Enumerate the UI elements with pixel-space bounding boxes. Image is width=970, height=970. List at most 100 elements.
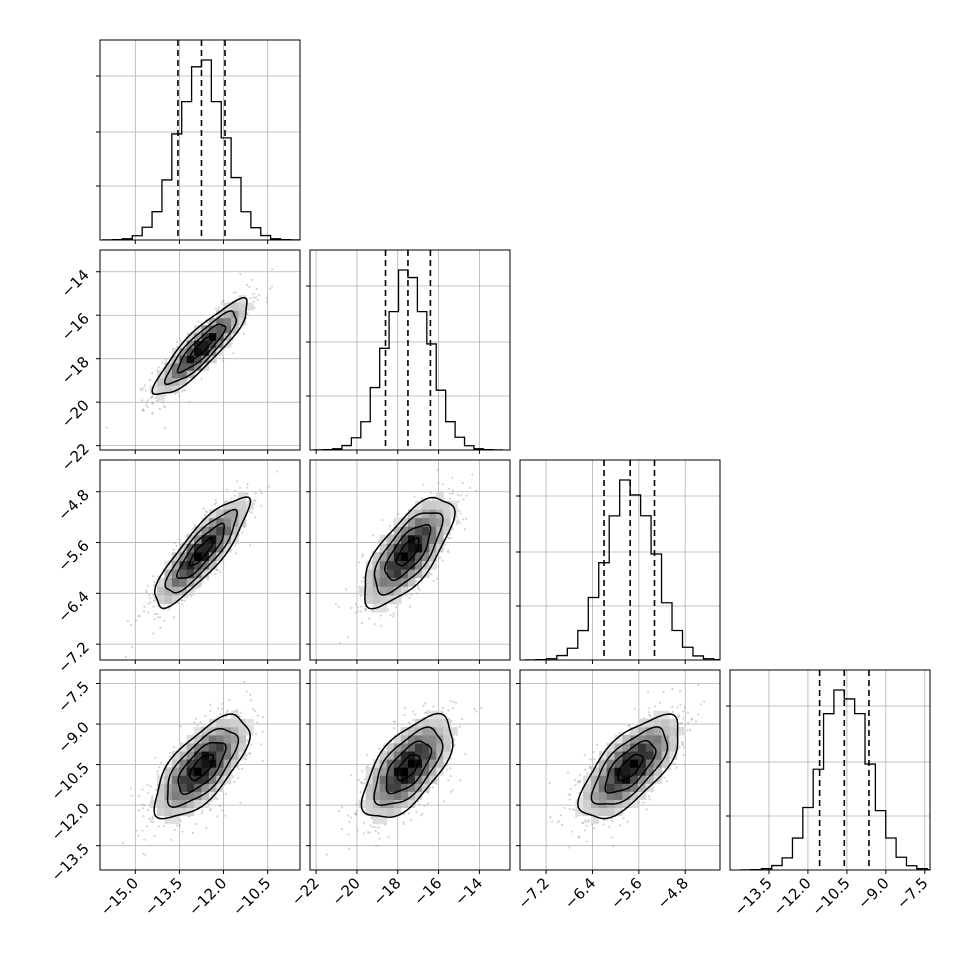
scatter-point <box>369 824 372 827</box>
density-cell <box>223 526 232 536</box>
density-cell <box>216 552 225 562</box>
density-cell <box>407 509 416 519</box>
scatter-point <box>193 524 197 527</box>
scatter-point <box>152 632 155 635</box>
scatter-point <box>121 842 124 845</box>
scatter-point <box>337 605 340 608</box>
scatter-point <box>181 603 184 606</box>
scatter-point <box>350 816 353 819</box>
density-cell <box>238 743 247 752</box>
scatter-point <box>421 812 424 815</box>
scatter-point <box>415 592 418 595</box>
scatter-point <box>248 510 251 513</box>
scatter-point <box>178 395 181 398</box>
scatter-point <box>194 822 198 826</box>
scatter-point <box>234 544 237 547</box>
scatter-point <box>362 576 365 579</box>
scatter-point <box>105 426 108 429</box>
scatter-point <box>149 379 152 382</box>
scatter-point <box>445 768 448 771</box>
scatter-point <box>354 603 357 606</box>
scatter-point <box>233 489 236 492</box>
scatter-point <box>158 407 162 411</box>
contour-line <box>166 727 240 808</box>
density-cell <box>194 569 202 579</box>
scatter-point <box>135 829 138 832</box>
density-cell <box>415 526 423 536</box>
scatter-point <box>259 489 262 492</box>
scatter-point <box>137 614 140 618</box>
density-cell <box>201 325 210 334</box>
scatter-point <box>239 486 242 489</box>
scatter-point <box>220 302 223 306</box>
density-cell <box>238 492 247 501</box>
density-cell <box>400 517 409 527</box>
scatter-point <box>455 522 459 525</box>
scatter-point <box>426 802 429 805</box>
scatter-point <box>142 852 145 856</box>
density-cell <box>223 743 232 752</box>
density-cell <box>415 560 423 570</box>
panel-1-1 <box>306 249 511 454</box>
scatter-point <box>224 715 228 718</box>
density-cell <box>223 718 232 728</box>
scatter-point <box>206 577 210 581</box>
scatter-point <box>137 794 141 797</box>
density-cell <box>415 500 423 510</box>
density-cell <box>208 325 217 334</box>
scatter-point <box>214 307 217 310</box>
scatter-point <box>153 596 156 600</box>
density-cell <box>179 377 188 386</box>
density-cell <box>245 302 254 311</box>
density-cell <box>365 594 374 604</box>
scatter-point <box>261 759 264 763</box>
scatter-point <box>452 739 456 742</box>
scatter-point <box>236 708 239 712</box>
contour-line <box>176 323 227 374</box>
scatter-point <box>141 408 145 411</box>
scatter-point <box>179 819 182 823</box>
scatter-point <box>254 732 258 736</box>
scatter-point <box>346 636 349 639</box>
scatter-point <box>162 824 165 827</box>
density-cell <box>157 586 165 596</box>
scatter-point <box>147 602 150 605</box>
density-cell <box>231 726 239 736</box>
scatter-point <box>149 820 152 823</box>
scatter-point <box>140 389 143 392</box>
scatter-point <box>246 754 249 757</box>
density-cell <box>179 586 188 596</box>
density-cell <box>179 362 188 371</box>
density-cell <box>186 791 195 800</box>
scatter-point <box>340 827 343 831</box>
density-cell <box>201 517 210 527</box>
density-cell <box>365 569 374 579</box>
scatter-point <box>374 829 377 832</box>
density-cell <box>179 743 188 752</box>
density-cell <box>393 560 402 570</box>
scatter-point <box>173 541 176 545</box>
scatter-point <box>353 812 356 815</box>
scatter-point <box>459 725 462 728</box>
scatter-point <box>392 727 396 730</box>
scatter-point <box>368 617 371 620</box>
density-cell <box>407 526 416 536</box>
scatter-point <box>248 285 251 288</box>
contour-line <box>384 523 432 582</box>
scatter-point <box>402 823 405 826</box>
scatter-point <box>422 483 425 486</box>
scatter-point <box>465 517 468 520</box>
contour-line <box>177 741 227 795</box>
scatter-point <box>253 306 256 309</box>
density-cell <box>407 560 416 570</box>
scatter-point <box>168 751 172 755</box>
scatter-point <box>137 809 141 812</box>
density-cell <box>201 791 210 800</box>
density-cell <box>216 534 225 544</box>
density-cell <box>171 767 180 776</box>
scatter-point <box>271 268 274 271</box>
density-cell <box>186 543 195 553</box>
scatter-point <box>146 808 150 812</box>
scatter-point <box>209 572 212 575</box>
